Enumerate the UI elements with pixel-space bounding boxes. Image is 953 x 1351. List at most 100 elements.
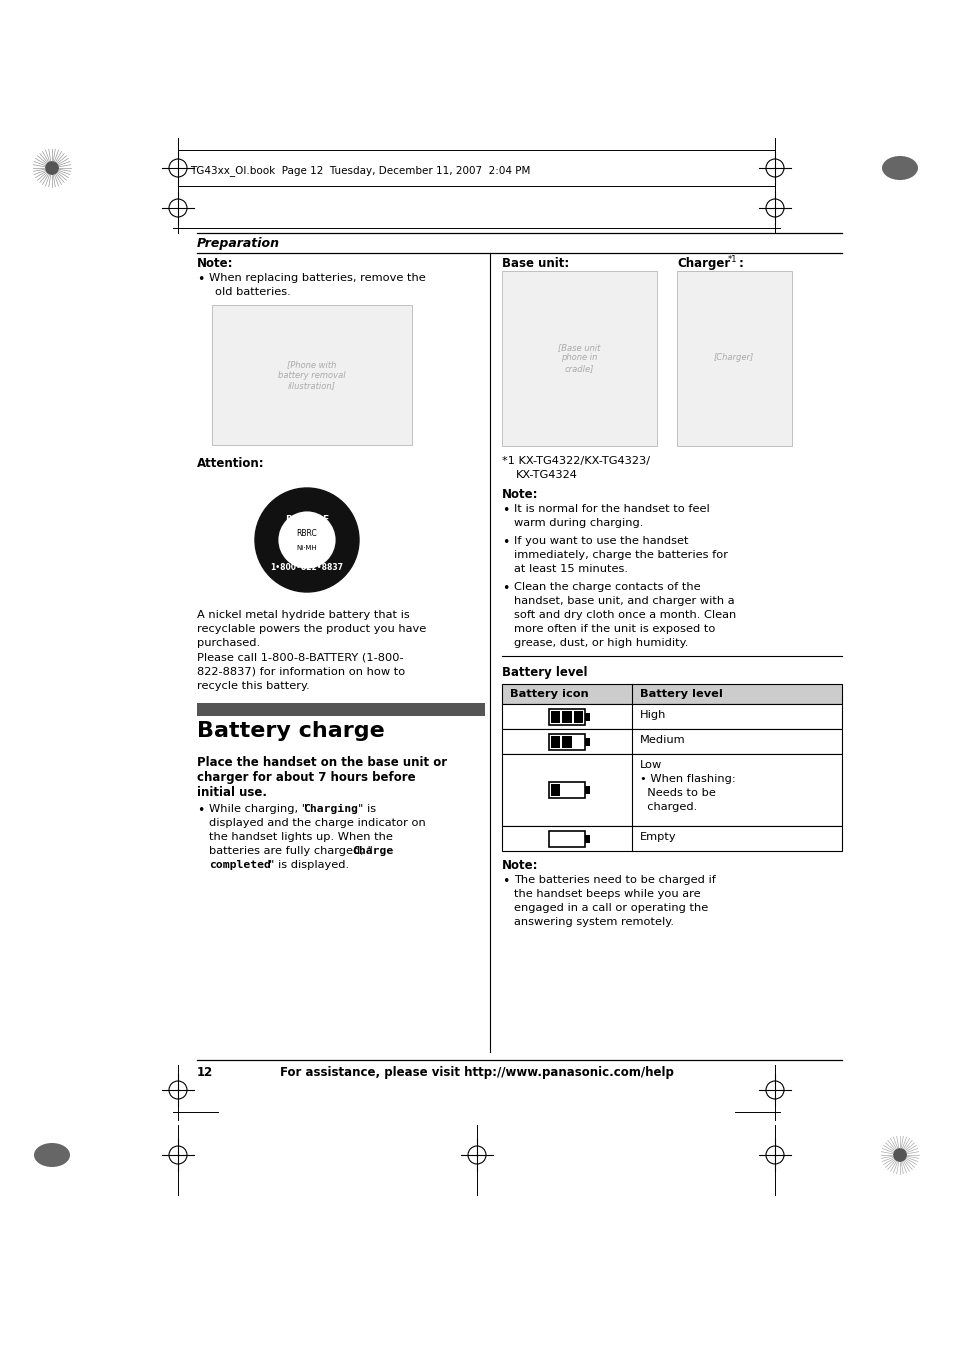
Bar bbox=[196, 703, 484, 716]
Text: at least 15 minutes.: at least 15 minutes. bbox=[514, 563, 627, 574]
Text: Note:: Note: bbox=[501, 859, 537, 871]
Bar bbox=[677, 272, 791, 446]
Text: completed: completed bbox=[209, 861, 271, 870]
Text: Charge: Charge bbox=[352, 846, 393, 857]
Text: Attention:: Attention: bbox=[196, 457, 264, 470]
Text: •: • bbox=[501, 536, 509, 549]
Text: RBRC: RBRC bbox=[296, 530, 317, 539]
Text: [Phone with
battery removal
illustration]: [Phone with battery removal illustration… bbox=[278, 361, 345, 390]
Text: When replacing batteries, remove the: When replacing batteries, remove the bbox=[209, 273, 425, 282]
Bar bbox=[501, 272, 657, 446]
Bar bbox=[551, 735, 559, 747]
Bar bbox=[551, 784, 559, 796]
Text: 822-8837) for information on how to: 822-8837) for information on how to bbox=[196, 667, 405, 677]
Text: [Base unit
phone in
cradle]: [Base unit phone in cradle] bbox=[558, 343, 599, 373]
Bar bbox=[573, 711, 582, 723]
Bar bbox=[548, 782, 584, 798]
Circle shape bbox=[254, 488, 358, 592]
Bar bbox=[501, 754, 841, 825]
Bar bbox=[501, 704, 841, 730]
Text: engaged in a call or operating the: engaged in a call or operating the bbox=[514, 902, 707, 913]
Text: handset, base unit, and charger with a: handset, base unit, and charger with a bbox=[514, 596, 734, 607]
Text: purchased.: purchased. bbox=[196, 638, 260, 648]
Text: Ni·MH: Ni·MH bbox=[296, 544, 317, 551]
Bar bbox=[584, 786, 589, 794]
Text: Place the handset on the base unit or: Place the handset on the base unit or bbox=[196, 757, 447, 769]
Text: *1 KX-TG4322/KX-TG4323/: *1 KX-TG4322/KX-TG4323/ bbox=[501, 457, 649, 466]
Text: A nickel metal hydride battery that is: A nickel metal hydride battery that is bbox=[196, 611, 410, 620]
Text: •: • bbox=[196, 804, 204, 817]
Text: :: : bbox=[739, 257, 743, 270]
Text: displayed and the charge indicator on: displayed and the charge indicator on bbox=[209, 817, 425, 828]
Text: •: • bbox=[501, 504, 509, 517]
Text: charger for about 7 hours before: charger for about 7 hours before bbox=[196, 771, 416, 784]
Text: *1: *1 bbox=[727, 255, 737, 263]
Bar bbox=[551, 711, 559, 723]
Text: •: • bbox=[501, 582, 509, 594]
Text: grease, dust, or high humidity.: grease, dust, or high humidity. bbox=[514, 638, 688, 648]
Text: recycle this battery.: recycle this battery. bbox=[196, 681, 310, 690]
Text: " is: " is bbox=[357, 804, 375, 815]
Text: warm during charging.: warm during charging. bbox=[514, 517, 642, 528]
Text: 12: 12 bbox=[196, 1066, 213, 1079]
Text: Needs to be: Needs to be bbox=[639, 788, 715, 798]
Text: recyclable powers the product you have: recyclable powers the product you have bbox=[196, 624, 426, 634]
Text: For assistance, please visit http://www.panasonic.com/help: For assistance, please visit http://www.… bbox=[280, 1066, 673, 1079]
Bar bbox=[548, 734, 584, 750]
Text: charged.: charged. bbox=[639, 802, 697, 812]
Text: answering system remotely.: answering system remotely. bbox=[514, 917, 673, 927]
Text: KX-TG4324: KX-TG4324 bbox=[516, 470, 578, 480]
Text: The batteries need to be charged if: The batteries need to be charged if bbox=[514, 875, 715, 885]
Text: Preparation: Preparation bbox=[196, 236, 280, 250]
Text: the handset lights up. When the: the handset lights up. When the bbox=[209, 832, 393, 842]
Text: Please call 1-800-8-BATTERY (1-800-: Please call 1-800-8-BATTERY (1-800- bbox=[196, 653, 403, 663]
Text: Note:: Note: bbox=[501, 488, 537, 501]
Text: " is displayed.: " is displayed. bbox=[269, 861, 349, 870]
Text: old batteries.: old batteries. bbox=[214, 286, 291, 297]
Bar bbox=[584, 712, 589, 720]
Text: Base unit:: Base unit: bbox=[501, 257, 569, 270]
Bar bbox=[501, 825, 841, 851]
Text: initial use.: initial use. bbox=[196, 786, 267, 798]
Circle shape bbox=[892, 1148, 906, 1162]
Text: Charging: Charging bbox=[303, 804, 357, 815]
Text: Note:: Note: bbox=[196, 257, 233, 270]
Bar bbox=[501, 730, 841, 754]
Ellipse shape bbox=[34, 1143, 70, 1167]
Bar bbox=[584, 835, 589, 843]
Bar bbox=[561, 735, 571, 747]
Text: batteries are fully charged, ": batteries are fully charged, " bbox=[209, 846, 373, 857]
Bar bbox=[584, 738, 589, 746]
Text: While charging, ": While charging, " bbox=[209, 804, 307, 815]
Text: the handset beeps while you are: the handset beeps while you are bbox=[514, 889, 700, 898]
Text: [Charger]: [Charger] bbox=[713, 354, 753, 362]
Bar bbox=[561, 711, 571, 723]
Text: If you want to use the handset: If you want to use the handset bbox=[514, 536, 688, 546]
Text: Medium: Medium bbox=[639, 735, 685, 744]
Ellipse shape bbox=[882, 155, 917, 180]
Bar bbox=[212, 305, 412, 444]
Text: Empty: Empty bbox=[639, 832, 676, 842]
Text: Battery icon: Battery icon bbox=[510, 689, 588, 698]
Bar bbox=[548, 831, 584, 847]
Circle shape bbox=[278, 512, 335, 569]
Text: RECYCLE: RECYCLE bbox=[285, 516, 329, 524]
Text: Battery level: Battery level bbox=[501, 666, 587, 680]
Bar bbox=[548, 708, 584, 724]
Text: 1•800•822•8837: 1•800•822•8837 bbox=[271, 563, 343, 573]
Text: •: • bbox=[501, 875, 509, 888]
Text: TG43xx_OI.book  Page 12  Tuesday, December 11, 2007  2:04 PM: TG43xx_OI.book Page 12 Tuesday, December… bbox=[190, 166, 530, 177]
Text: more often if the unit is exposed to: more often if the unit is exposed to bbox=[514, 624, 715, 634]
Bar bbox=[501, 684, 841, 704]
Text: • When flashing:: • When flashing: bbox=[639, 774, 735, 784]
Circle shape bbox=[45, 161, 59, 176]
Text: soft and dry cloth once a month. Clean: soft and dry cloth once a month. Clean bbox=[514, 611, 736, 620]
Text: Clean the charge contacts of the: Clean the charge contacts of the bbox=[514, 582, 700, 592]
Text: Low: Low bbox=[639, 761, 661, 770]
Text: Charger: Charger bbox=[677, 257, 729, 270]
Text: It is normal for the handset to feel: It is normal for the handset to feel bbox=[514, 504, 709, 513]
Text: Battery level: Battery level bbox=[639, 689, 722, 698]
Text: immediately, charge the batteries for: immediately, charge the batteries for bbox=[514, 550, 727, 561]
Text: High: High bbox=[639, 711, 666, 720]
Text: Battery charge: Battery charge bbox=[196, 721, 384, 740]
